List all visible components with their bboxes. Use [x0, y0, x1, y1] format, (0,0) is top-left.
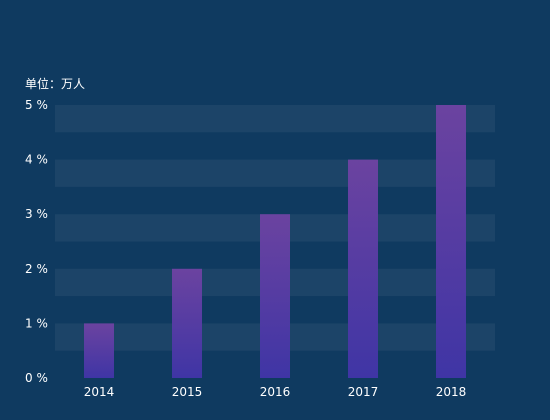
bar-2018 [436, 105, 466, 378]
grid-band [55, 159, 495, 187]
x-tick-label: 2016 [260, 385, 291, 399]
y-tick-label: 1 % [25, 316, 48, 330]
grid-band [55, 105, 495, 133]
y-tick-label: 5 % [25, 98, 48, 112]
bar-2016 [260, 214, 290, 378]
bar-2014 [84, 323, 114, 378]
x-tick-label: 2017 [348, 385, 379, 399]
y-tick-label: 3 % [25, 207, 48, 221]
unit-label: 单位：万人 [25, 76, 85, 91]
x-tick-label: 2018 [436, 385, 467, 399]
x-tick-label: 2015 [172, 385, 203, 399]
bars [84, 105, 466, 378]
y-tick-label: 2 % [25, 262, 48, 276]
x-tick-label: 2014 [84, 385, 115, 399]
bar-2015 [172, 268, 202, 378]
y-tick-label: 4 % [25, 153, 48, 167]
bar-2017 [348, 159, 378, 378]
x-axis-ticks: 2014 2015 2016 2017 2018 [84, 385, 467, 399]
y-axis-ticks: 0 % 1 % 2 % 3 % 4 % 5 % [25, 98, 48, 385]
y-tick-label: 0 % [25, 371, 48, 385]
